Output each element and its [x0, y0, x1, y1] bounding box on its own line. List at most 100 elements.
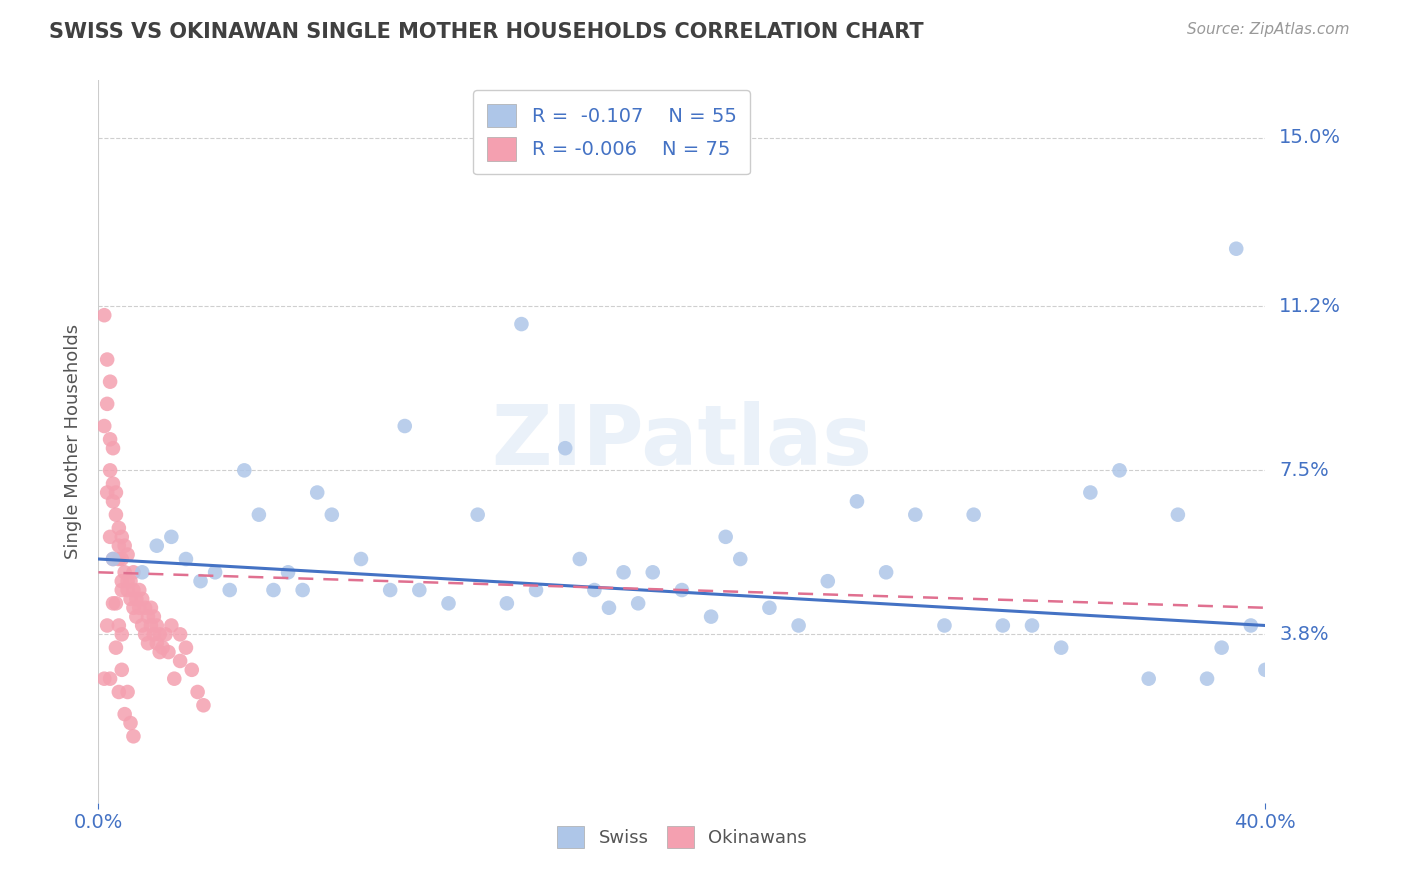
Point	[380, 582, 402, 597]
Point	[155, 627, 177, 641]
Point	[101, 552, 124, 566]
Point	[93, 308, 115, 322]
Point	[193, 698, 215, 713]
Point	[787, 618, 810, 632]
Point	[1195, 672, 1218, 686]
Point	[101, 494, 124, 508]
Point	[169, 627, 191, 641]
Point	[730, 552, 752, 566]
Point	[93, 419, 115, 434]
Point	[142, 627, 165, 641]
Point	[1211, 640, 1233, 655]
Point	[817, 574, 839, 589]
Legend: Swiss, Okinawans: Swiss, Okinawans	[550, 819, 814, 855]
Point	[117, 548, 139, 562]
Text: SWISS VS OKINAWAN SINGLE MOTHER HOUSEHOLDS CORRELATION CHART: SWISS VS OKINAWAN SINGLE MOTHER HOUSEHOL…	[49, 22, 924, 42]
Point	[98, 672, 121, 686]
Point	[101, 552, 124, 566]
Point	[120, 591, 142, 606]
Point	[174, 640, 197, 655]
Point	[583, 582, 606, 597]
Point	[524, 582, 547, 597]
Point	[1108, 463, 1130, 477]
Point	[612, 566, 634, 580]
Point	[111, 552, 134, 566]
Text: 15.0%: 15.0%	[1279, 128, 1341, 147]
Point	[104, 640, 127, 655]
Point	[152, 640, 174, 655]
Point	[291, 582, 314, 597]
Point	[160, 530, 183, 544]
Point	[111, 574, 134, 589]
Point	[96, 485, 118, 500]
Point	[146, 618, 169, 632]
Point	[134, 627, 156, 641]
Point	[114, 566, 136, 580]
Point	[598, 600, 620, 615]
Point	[641, 566, 664, 580]
Point	[904, 508, 927, 522]
Point	[111, 627, 134, 641]
Point	[408, 582, 430, 597]
Point	[98, 530, 121, 544]
Point	[98, 433, 121, 447]
Point	[117, 574, 139, 589]
Point	[146, 539, 169, 553]
Point	[1240, 618, 1263, 632]
Point	[114, 707, 136, 722]
Point	[111, 663, 134, 677]
Point	[700, 609, 723, 624]
Point	[98, 463, 121, 477]
Point	[108, 552, 131, 566]
Point	[114, 539, 136, 553]
Point	[136, 636, 159, 650]
Point	[846, 494, 869, 508]
Text: 11.2%: 11.2%	[1279, 297, 1341, 316]
Point	[96, 618, 118, 632]
Point	[496, 596, 519, 610]
Point	[101, 596, 124, 610]
Point	[1225, 242, 1247, 256]
Point	[321, 508, 343, 522]
Point	[111, 530, 134, 544]
Point	[962, 508, 984, 522]
Point	[142, 609, 165, 624]
Point	[307, 485, 329, 500]
Point	[671, 582, 693, 597]
Point	[350, 552, 373, 566]
Point	[991, 618, 1014, 632]
Point	[627, 596, 650, 610]
Point	[875, 566, 897, 580]
Point	[134, 600, 156, 615]
Point	[247, 508, 270, 522]
Point	[1080, 485, 1102, 500]
Point	[104, 485, 127, 500]
Point	[160, 618, 183, 632]
Point	[104, 508, 127, 522]
Text: 3.8%: 3.8%	[1279, 625, 1329, 644]
Point	[108, 539, 131, 553]
Point	[125, 609, 148, 624]
Point	[157, 645, 180, 659]
Point	[139, 600, 162, 615]
Point	[131, 618, 153, 632]
Point	[190, 574, 212, 589]
Point	[262, 582, 284, 597]
Point	[1050, 640, 1073, 655]
Point	[108, 521, 131, 535]
Point	[218, 582, 240, 597]
Point	[111, 582, 134, 597]
Point	[187, 685, 209, 699]
Text: ZIPatlas: ZIPatlas	[492, 401, 872, 482]
Point	[108, 618, 131, 632]
Point	[169, 654, 191, 668]
Point	[1254, 663, 1277, 677]
Point	[122, 600, 145, 615]
Point	[122, 729, 145, 743]
Point	[122, 582, 145, 597]
Point	[136, 609, 159, 624]
Point	[1137, 672, 1160, 686]
Point	[120, 716, 142, 731]
Point	[510, 317, 533, 331]
Point	[1021, 618, 1043, 632]
